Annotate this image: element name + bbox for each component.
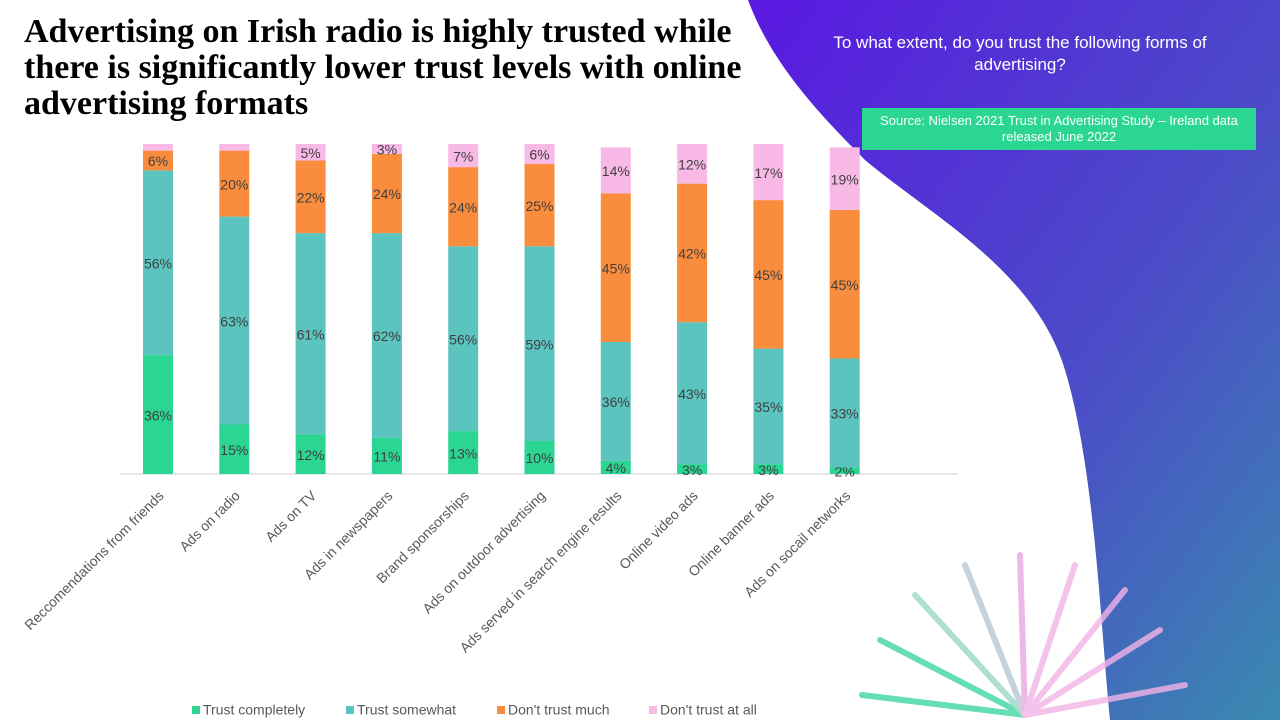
bar-segment [753,348,784,465]
bar-segment [524,441,555,474]
bar-segment [600,193,631,342]
legend-label: Trust completely [203,702,305,718]
data-label: 61% [297,326,325,342]
legend-label: Don't trust at all [660,702,757,718]
chart-subtitle: To what extent, do you trust the followi… [833,33,1207,74]
bar-segment [295,233,326,435]
data-label: 17% [754,165,782,181]
data-label: 12% [678,157,706,173]
bar-segment [600,147,631,194]
bar-segment [371,233,402,438]
bar-segment [600,460,631,474]
data-label: 5% [300,145,320,161]
bar-segment [295,160,326,234]
data-label: 42% [678,246,706,262]
decoration [859,552,1188,718]
legend-label: Trust somewhat [357,702,456,718]
bar-segment [143,170,173,356]
bar-segment [219,144,250,151]
chart-title: Advertising on Irish radio is highly tru… [24,13,742,122]
x-tick-label: Reccomendations from friends [21,487,167,633]
x-tick-label: Ads on TV [262,487,320,545]
bar-segment [371,437,402,474]
bar-segment [143,144,173,151]
bar-segment [753,464,784,474]
bar-segment [829,210,860,359]
bar-segment [143,355,173,474]
data-label: 20% [220,176,248,192]
data-label: 35% [754,399,782,415]
data-label: 24% [449,199,477,215]
bar-segment [677,464,708,474]
data-label: 14% [602,163,630,179]
bar-segment [829,147,860,210]
bar-segment [600,342,631,461]
data-label: 63% [220,313,248,329]
bar-segment [524,246,555,441]
legend-label: Don't trust much [508,702,610,718]
bar-segment [524,144,555,164]
data-label: 7% [453,148,473,164]
bar-segment [677,183,708,323]
source-note: Source: Nielsen 2021 Trust in Advertisin… [862,108,1256,150]
data-label: 19% [831,171,859,187]
data-label: 62% [373,328,401,344]
bar-segment [753,200,784,349]
bar-segment [219,216,250,425]
data-label: 56% [144,256,172,272]
data-label: 36% [144,407,172,423]
data-label: 45% [602,260,630,276]
data-label: 43% [678,386,706,402]
bar-segment [753,144,784,201]
data-label: 3% [758,462,778,478]
bar-segment [677,322,708,465]
data-label: 3% [377,142,397,158]
bar-segment [371,144,402,154]
background-shape [748,0,1280,720]
legend-marker [192,706,200,714]
data-label: 15% [220,442,248,458]
data-label: 6% [148,153,168,169]
bar-segment [448,144,479,168]
data-label: 22% [297,190,325,206]
data-label: 3% [682,462,702,478]
bar-segment [677,144,708,184]
legend-marker [649,706,657,714]
data-label: 2% [835,463,855,479]
data-label: 11% [373,449,400,465]
data-label: 56% [449,331,477,347]
data-label: 24% [373,186,401,202]
bar-segment [829,467,860,474]
x-tick-label: Ads served in search engine results [456,487,624,655]
bar-segment [448,431,479,474]
data-label: 6% [529,147,549,163]
x-tick-label: Online video ads [616,487,701,572]
bar-segment [448,246,479,432]
bar-segment [829,358,860,468]
data-label: 33% [831,406,859,422]
data-label: 36% [602,394,630,410]
bar-segment [371,153,402,234]
data-label: 10% [525,450,553,466]
data-label: 59% [525,336,553,352]
data-label: 12% [297,447,325,463]
legend-marker [346,706,354,714]
legend-marker [497,706,505,714]
bar-segment [524,163,555,247]
x-tick-label: Ads on outdoor advertising [419,487,548,616]
data-label: 25% [525,198,553,214]
bar-segment [448,167,479,247]
data-label: 4% [606,460,626,476]
bar-segment [295,434,326,474]
bar-segment [295,144,326,161]
bar-segment [143,150,173,171]
bar-segment [219,150,250,217]
data-label: 45% [831,277,859,293]
data-label: 13% [449,445,477,461]
data-label: 45% [754,267,782,283]
bar-segment [219,424,250,474]
x-tick-label: Ads on radio [176,487,243,554]
